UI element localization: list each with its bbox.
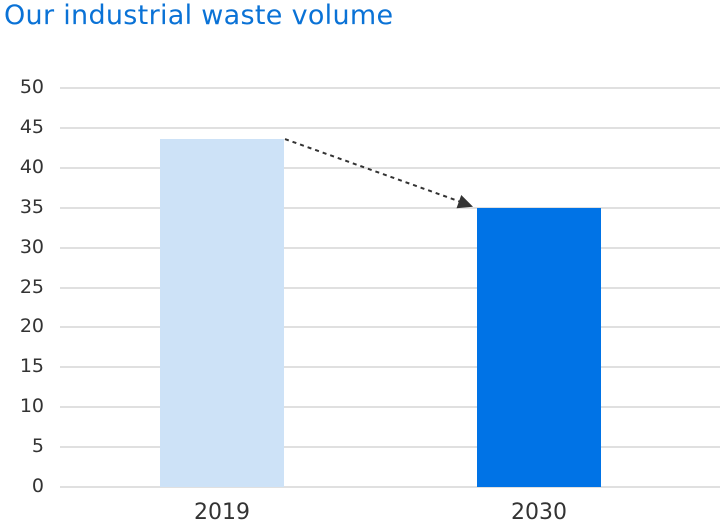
bar-2019	[160, 139, 284, 487]
gridline	[60, 286, 720, 289]
gridline	[60, 206, 720, 209]
gridline	[60, 246, 720, 249]
gridline	[60, 446, 720, 449]
y-tick-label: 35	[19, 195, 44, 218]
y-tick-label: 50	[19, 76, 44, 98]
y-tick-label: 15	[19, 355, 44, 378]
y-tick-label: 25	[19, 275, 44, 298]
y-tick-label: 30	[19, 235, 44, 258]
gridline	[60, 326, 720, 329]
y-tick-label: 45	[19, 115, 44, 138]
x-tick-label: 2030	[511, 500, 567, 525]
y-tick-label: 20	[19, 315, 44, 338]
gridline	[60, 406, 720, 409]
gridline	[60, 87, 720, 89]
chart-title: Our industrial waste volume	[4, 0, 394, 31]
y-tick-label: 0	[31, 475, 44, 497]
x-tick-label: 2019	[194, 500, 250, 525]
y-tick-label: 40	[19, 155, 44, 178]
gridline	[60, 166, 720, 169]
bar-2030	[477, 207, 601, 487]
gridline	[60, 366, 720, 369]
gridline	[60, 126, 720, 129]
y-tick-label: 10	[19, 395, 44, 418]
y-tick-label: 5	[31, 435, 44, 458]
gridline	[60, 486, 720, 488]
